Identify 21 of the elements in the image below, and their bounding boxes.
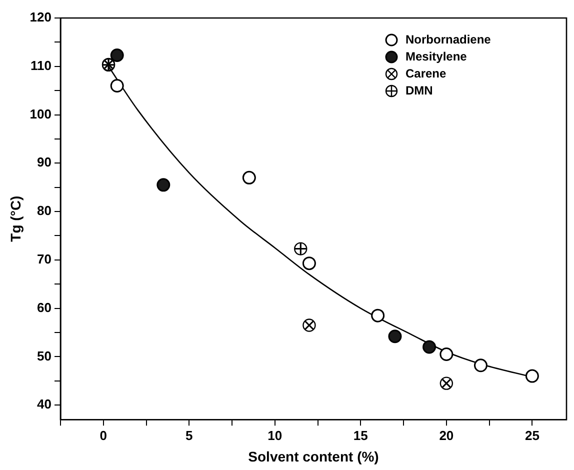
y-tick-label: 50	[37, 348, 52, 364]
y-axis-title: Tg (°C)	[7, 196, 24, 242]
legend-label: DMN	[406, 83, 433, 98]
x-tick-label: 0	[100, 428, 107, 443]
x-tick-label: 20	[439, 428, 454, 443]
x-tick-label: 15	[353, 428, 368, 443]
y-tick-label: 60	[37, 300, 52, 315]
legend-label: Carene	[406, 66, 447, 80]
x-tick-label: 25	[524, 428, 540, 443]
y-tick-label: 100	[30, 106, 52, 122]
x-axis-title: Solvent content (%)	[248, 448, 379, 464]
legend-label: Mesitylene	[406, 49, 468, 64]
y-tick-label: 40	[37, 396, 52, 412]
legend-label: Norbornadiene	[406, 32, 492, 46]
x-tick-label: 10	[268, 428, 282, 443]
x-tick-label: 5	[186, 428, 193, 443]
y-tick-label: 70	[37, 252, 52, 267]
y-tick-label: 110	[30, 58, 52, 73]
y-tick-label: 90	[37, 154, 52, 170]
y-tick-label: 80	[37, 203, 52, 218]
y-tick-label: 120	[30, 10, 52, 25]
